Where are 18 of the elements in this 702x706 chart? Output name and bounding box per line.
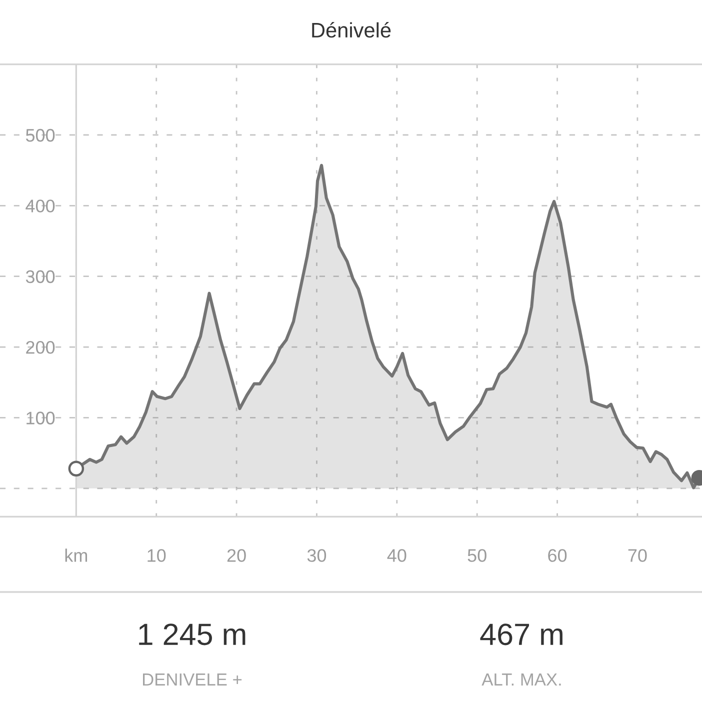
y-tick-label: 200 bbox=[26, 340, 55, 354]
y-tick-label: 100 bbox=[26, 412, 55, 424]
x-tick-label: 60 bbox=[548, 549, 567, 562]
y-tick-label: 500 bbox=[26, 128, 55, 142]
x-tick-label: 20 bbox=[227, 549, 246, 562]
x-tick-label: km bbox=[65, 548, 88, 562]
y-tick-label: 300 bbox=[26, 270, 55, 284]
x-tick-label: 70 bbox=[628, 549, 647, 562]
y-tick-label: 400 bbox=[26, 200, 55, 212]
x-tick-label: 10 bbox=[148, 549, 166, 562]
x-tick-label: 50 bbox=[468, 549, 486, 562]
text: 1 245 m bbox=[139, 624, 246, 646]
text: 467 m bbox=[480, 624, 562, 646]
text: ALT. MAX. bbox=[482, 674, 561, 686]
x-tick-label: 40 bbox=[387, 549, 406, 562]
text: DENIVELE + bbox=[143, 674, 242, 686]
chart-title: Dénivelé bbox=[312, 22, 391, 38]
x-tick-label: 30 bbox=[307, 549, 326, 562]
